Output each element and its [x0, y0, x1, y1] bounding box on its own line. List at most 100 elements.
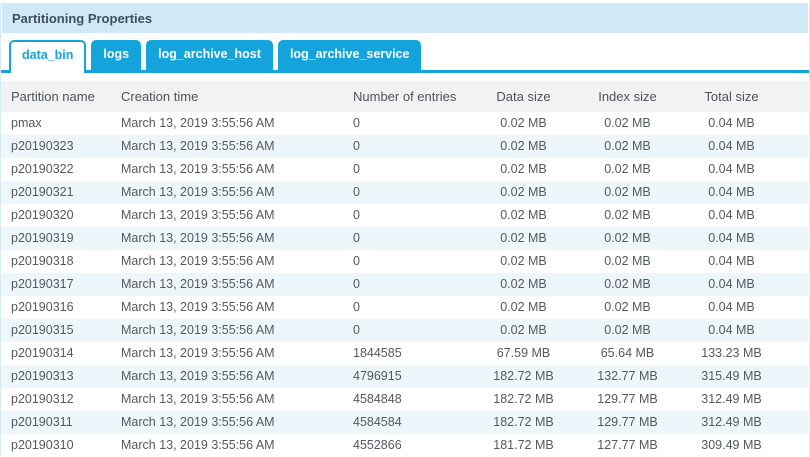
cell-creation-time: March 13, 2019 3:55:56 AM	[113, 273, 345, 296]
cell-data-size: 0.02 MB	[471, 158, 576, 181]
cell-creation-time: March 13, 2019 3:55:56 AM	[113, 411, 345, 434]
cell-data-size: 182.72 MB	[471, 411, 576, 434]
tab-data_bin[interactable]: data_bin	[9, 40, 86, 73]
cell-number-of-entries: 0	[345, 296, 471, 319]
cell-index-size: 132.77 MB	[576, 365, 679, 388]
cell-data-size: 0.02 MB	[471, 250, 576, 273]
tab-bar: data_bin logs log_archive_host log_archi…	[1, 40, 809, 73]
cell-data-size: 0.02 MB	[471, 181, 576, 204]
cell-total-size: 0.04 MB	[679, 250, 784, 273]
cell-creation-time: March 13, 2019 3:55:56 AM	[113, 181, 345, 204]
cell-spacer	[784, 135, 810, 158]
cell-creation-time: March 13, 2019 3:55:56 AM	[113, 250, 345, 273]
cell-number-of-entries: 0	[345, 135, 471, 158]
cell-data-size: 0.02 MB	[471, 204, 576, 227]
cell-partition-name: p20190315	[1, 319, 113, 342]
col-header-creation-time: Creation time	[113, 81, 345, 112]
cell-index-size: 65.64 MB	[576, 342, 679, 365]
cell-index-size: 0.02 MB	[576, 158, 679, 181]
tab-logs[interactable]: logs	[91, 40, 141, 70]
cell-creation-time: March 13, 2019 3:55:56 AM	[113, 158, 345, 181]
cell-creation-time: March 13, 2019 3:55:56 AM	[113, 112, 345, 135]
cell-index-size: 0.02 MB	[576, 273, 679, 296]
col-header-spacer	[784, 81, 810, 112]
table-row: p20190312March 13, 2019 3:55:56 AM458484…	[1, 388, 810, 411]
table-header-row: Partition name Creation time Number of e…	[1, 81, 810, 112]
partition-table: Partition name Creation time Number of e…	[1, 81, 810, 457]
cell-index-size: 0.02 MB	[576, 296, 679, 319]
cell-number-of-entries: 0	[345, 227, 471, 250]
tab-log_archive_service[interactable]: log_archive_service	[278, 40, 422, 70]
cell-index-size: 0.02 MB	[576, 227, 679, 250]
cell-data-size: 0.02 MB	[471, 112, 576, 135]
table-row: p20190316March 13, 2019 3:55:56 AM00.02 …	[1, 296, 810, 319]
cell-total-size: 312.49 MB	[679, 411, 784, 434]
cell-partition-name: p20190317	[1, 273, 113, 296]
cell-total-size: 0.04 MB	[679, 227, 784, 250]
table-row: p20190322March 13, 2019 3:55:56 AM00.02 …	[1, 158, 810, 181]
cell-total-size: 0.04 MB	[679, 158, 784, 181]
cell-index-size: 129.77 MB	[576, 411, 679, 434]
cell-creation-time: March 13, 2019 3:55:56 AM	[113, 204, 345, 227]
cell-data-size: 0.02 MB	[471, 227, 576, 250]
table-row: p20190317March 13, 2019 3:55:56 AM00.02 …	[1, 273, 810, 296]
cell-data-size: 0.02 MB	[471, 319, 576, 342]
cell-number-of-entries: 0	[345, 181, 471, 204]
col-header-data-size: Data size	[471, 81, 576, 112]
cell-total-size: 312.49 MB	[679, 388, 784, 411]
cell-partition-name: p20190320	[1, 204, 113, 227]
cell-data-size: 0.02 MB	[471, 296, 576, 319]
cell-partition-name: pmax	[1, 112, 113, 135]
cell-number-of-entries: 0	[345, 250, 471, 273]
cell-spacer	[784, 319, 810, 342]
cell-index-size: 129.77 MB	[576, 388, 679, 411]
cell-spacer	[784, 365, 810, 388]
tab-log_archive_host[interactable]: log_archive_host	[146, 40, 273, 70]
page-title: Partitioning Properties	[2, 3, 808, 33]
cell-partition-name: p20190316	[1, 296, 113, 319]
cell-spacer	[784, 411, 810, 434]
cell-data-size: 182.72 MB	[471, 365, 576, 388]
cell-creation-time: March 13, 2019 3:55:56 AM	[113, 227, 345, 250]
cell-total-size: 0.04 MB	[679, 181, 784, 204]
table-row: p20190319March 13, 2019 3:55:56 AM00.02 …	[1, 227, 810, 250]
table-row: p20190311March 13, 2019 3:55:56 AM458458…	[1, 411, 810, 434]
cell-number-of-entries: 1844585	[345, 342, 471, 365]
cell-partition-name: p20190310	[1, 434, 113, 457]
cell-number-of-entries: 4796915	[345, 365, 471, 388]
cell-spacer	[784, 388, 810, 411]
cell-total-size: 133.23 MB	[679, 342, 784, 365]
cell-index-size: 0.02 MB	[576, 204, 679, 227]
cell-partition-name: p20190323	[1, 135, 113, 158]
table-row: p20190321March 13, 2019 3:55:56 AM00.02 …	[1, 181, 810, 204]
col-header-total-size: Total size	[679, 81, 784, 112]
cell-spacer	[784, 158, 810, 181]
cell-total-size: 309.49 MB	[679, 434, 784, 457]
cell-spacer	[784, 204, 810, 227]
cell-total-size: 0.04 MB	[679, 112, 784, 135]
cell-spacer	[784, 273, 810, 296]
cell-total-size: 0.04 MB	[679, 296, 784, 319]
cell-index-size: 0.02 MB	[576, 135, 679, 158]
cell-number-of-entries: 4584584	[345, 411, 471, 434]
cell-partition-name: p20190313	[1, 365, 113, 388]
cell-data-size: 67.59 MB	[471, 342, 576, 365]
cell-creation-time: March 13, 2019 3:55:56 AM	[113, 365, 345, 388]
cell-partition-name: p20190312	[1, 388, 113, 411]
cell-partition-name: p20190321	[1, 181, 113, 204]
cell-creation-time: March 13, 2019 3:55:56 AM	[113, 319, 345, 342]
cell-total-size: 0.04 MB	[679, 273, 784, 296]
table-row: p20190320March 13, 2019 3:55:56 AM00.02 …	[1, 204, 810, 227]
cell-partition-name: p20190322	[1, 158, 113, 181]
cell-total-size: 315.49 MB	[679, 365, 784, 388]
table-row: p20190315March 13, 2019 3:55:56 AM00.02 …	[1, 319, 810, 342]
cell-index-size: 0.02 MB	[576, 250, 679, 273]
table-row: p20190318March 13, 2019 3:55:56 AM00.02 …	[1, 250, 810, 273]
table-row: pmaxMarch 13, 2019 3:55:56 AM00.02 MB0.0…	[1, 112, 810, 135]
cell-spacer	[784, 296, 810, 319]
cell-data-size: 181.72 MB	[471, 434, 576, 457]
cell-data-size: 0.02 MB	[471, 273, 576, 296]
cell-spacer	[784, 112, 810, 135]
cell-number-of-entries: 0	[345, 273, 471, 296]
cell-number-of-entries: 0	[345, 319, 471, 342]
